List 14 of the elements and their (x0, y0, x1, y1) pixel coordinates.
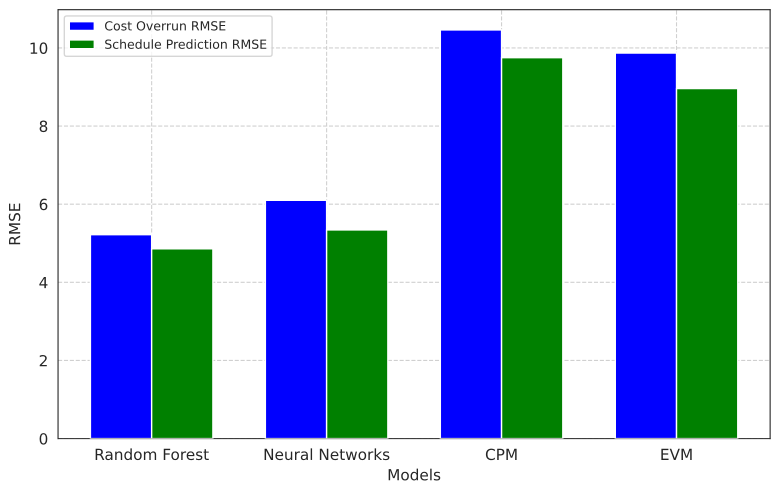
y-tick-label: 2 (40, 354, 47, 366)
legend-label: Cost Overrun RMSE (105, 21, 226, 31)
x-tick-label: Random Forest (96, 448, 209, 460)
x-tick-label: CPM (486, 448, 517, 460)
x-tick-label: Neural Networks (264, 448, 390, 460)
y-tick-label: 10 (30, 42, 48, 54)
x-tick-label: EVM (661, 448, 692, 460)
legend-label: Schedule Prediction RMSE (105, 39, 266, 49)
y-tick-label: 8 (40, 120, 48, 132)
y-tick-label: 6 (40, 198, 48, 210)
y-tick-label: 0 (40, 433, 48, 445)
x-axis-title: Models (388, 468, 440, 481)
y-axis-title: RMSE (8, 204, 20, 244)
y-tick-label: 4 (39, 277, 48, 288)
